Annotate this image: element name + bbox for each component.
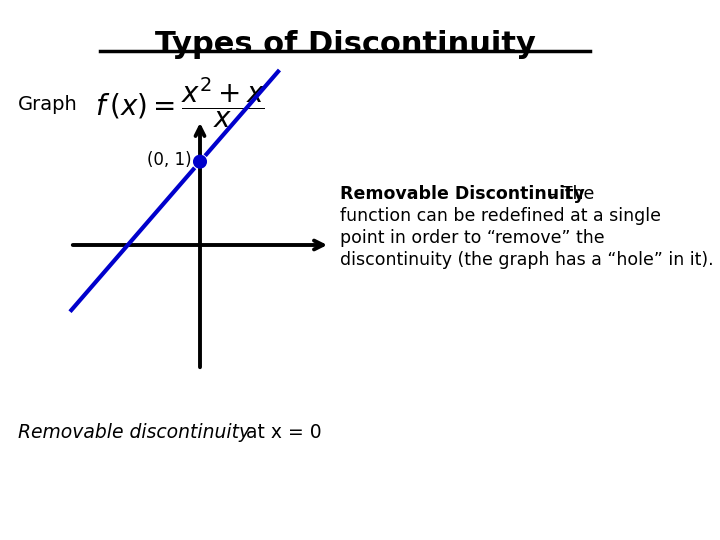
Text: $\it{f}\,\left(\it{x}\right)=\dfrac{\it{x}^{2}+\it{x}}{\it{x}}$: $\it{f}\,\left(\it{x}\right)=\dfrac{\it{… [95,76,265,130]
Text: point in order to “remove” the: point in order to “remove” the [340,229,605,247]
Text: Removable Discontinuity: Removable Discontinuity [340,185,585,203]
Text: Removable discontinuity: Removable discontinuity [18,422,250,442]
Text: function can be redefined at a single: function can be redefined at a single [340,207,661,225]
Text: Types of Discontinuity: Types of Discontinuity [155,30,536,59]
Circle shape [194,156,205,167]
Text: Graph: Graph [18,96,78,114]
Text: (0, 1): (0, 1) [148,151,192,168]
Text: – The: – The [542,185,595,203]
Text: at x = 0: at x = 0 [240,422,322,442]
Text: discontinuity (the graph has a “hole” in it).: discontinuity (the graph has a “hole” in… [340,251,714,269]
